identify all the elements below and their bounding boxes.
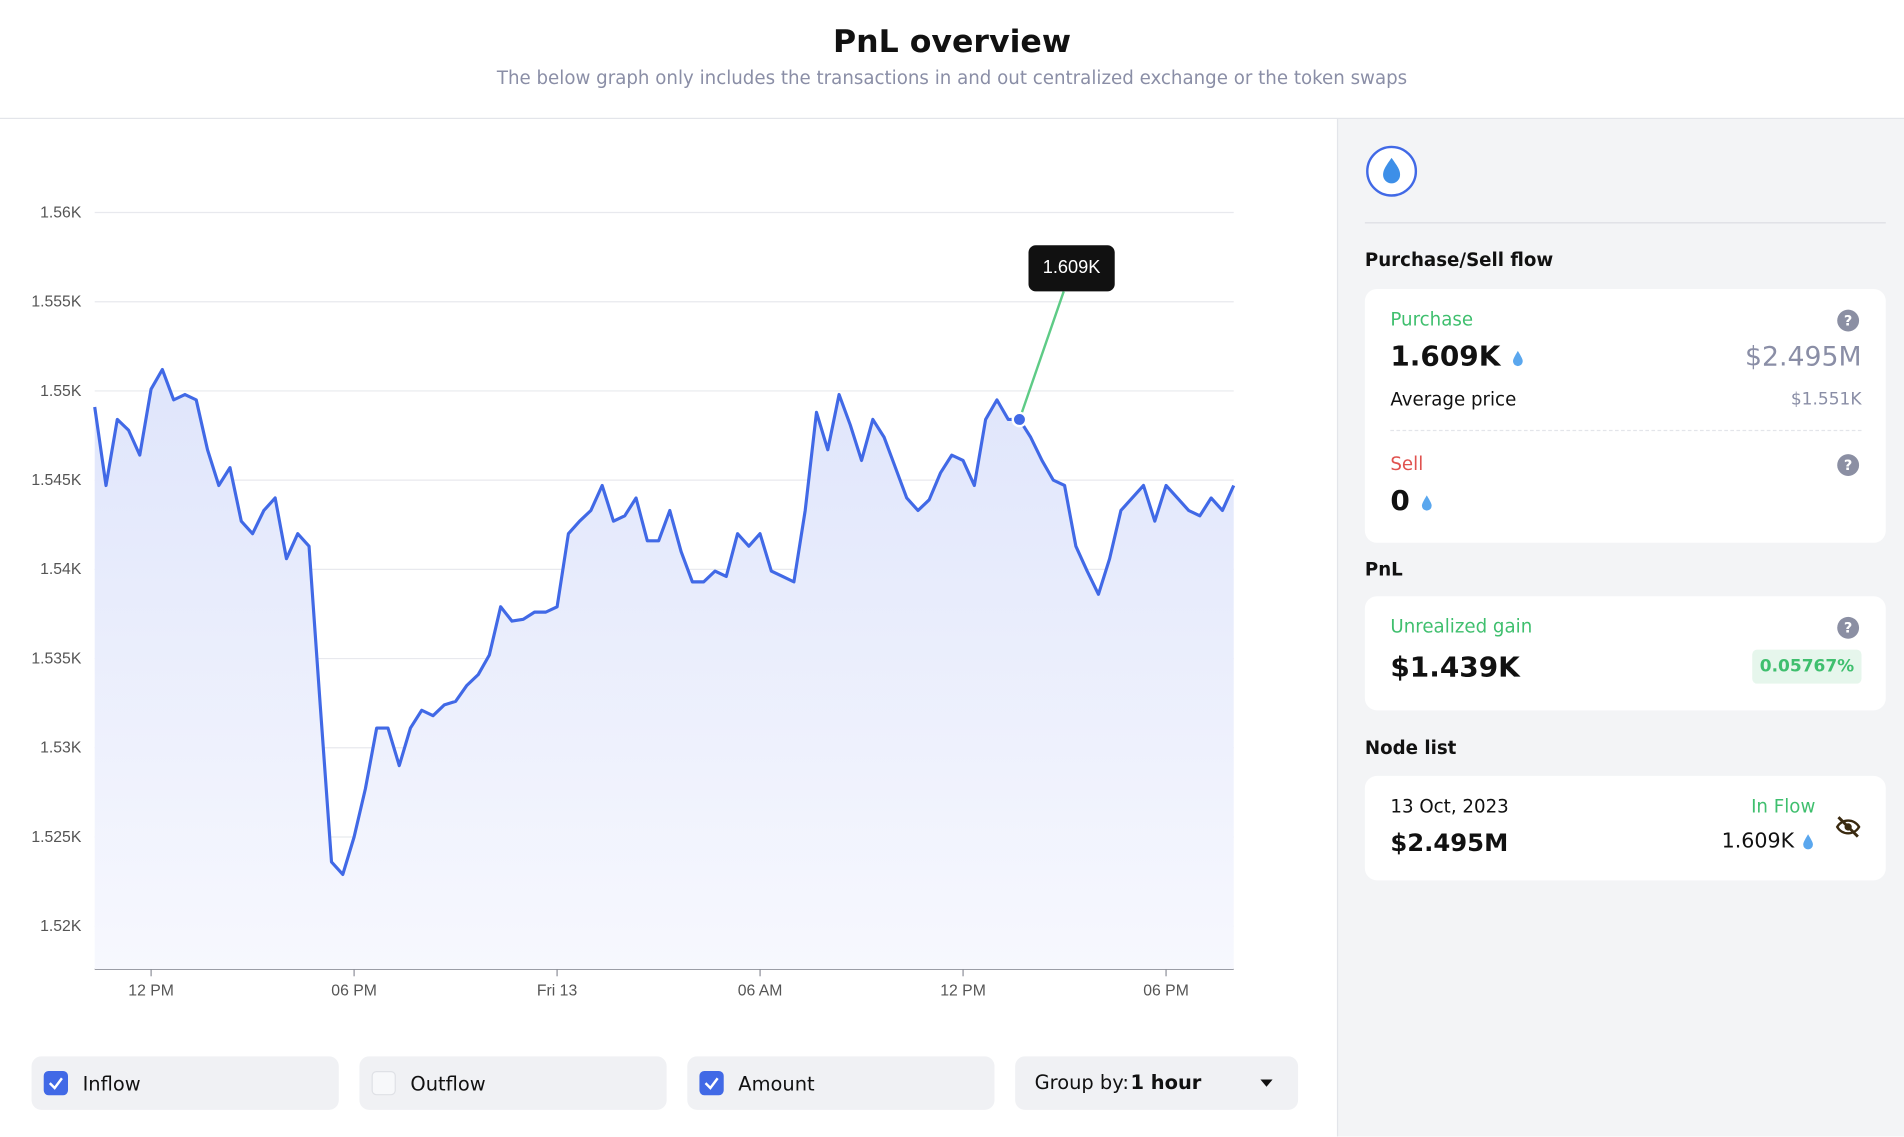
x-tick-label: 06 PM — [331, 983, 377, 1000]
filter-outflow[interactable]: Outflow — [359, 1056, 667, 1110]
area — [94, 369, 1234, 970]
sell-amount: 0 — [1390, 485, 1434, 518]
y-tick-label: 1.555K — [31, 294, 81, 311]
check-mark — [704, 1077, 719, 1090]
y-tick-label: 1.53K — [40, 740, 82, 757]
pnl-label: Unrealized gain — [1390, 615, 1533, 638]
average-price-value: $1.551K — [1790, 389, 1862, 410]
node-flow: In Flow — [1751, 795, 1816, 818]
token-drop — [1512, 350, 1523, 366]
y-tick-label: 1.525K — [31, 829, 81, 846]
checkbox[interactable] — [43, 1071, 69, 1096]
filter-label: Outflow — [410, 1072, 486, 1096]
pnl-amount: $1.439K — [1390, 652, 1520, 684]
amount-text: 1.609K — [1390, 341, 1501, 373]
filter-label: Inflow — [82, 1072, 141, 1096]
help-icon[interactable]: ? — [1837, 309, 1860, 332]
divider — [1364, 222, 1886, 224]
amount-text: 1.609K — [1721, 829, 1795, 854]
y-tick-label: 1.545K — [31, 472, 81, 489]
filter-amount[interactable]: Amount — [687, 1056, 995, 1110]
filter-label: Amount — [738, 1072, 815, 1096]
section-title: Node list — [1364, 737, 1457, 759]
purchase-usd: $2.495M — [1744, 342, 1862, 373]
y-tick-label: 1.54K — [40, 561, 82, 578]
section-title: Purchase/Sell flow — [1364, 248, 1554, 271]
x-tick-label: 12 PM — [940, 983, 986, 1000]
token-drop — [1421, 494, 1432, 511]
pnl-card: Unrealized gain ? $1.439K 0.05767% — [1364, 596, 1886, 711]
y-tick-label: 1.52K — [40, 918, 82, 935]
pnl-change: 0.05767% — [1752, 649, 1862, 684]
group-by-value: 1 hour — [1130, 1071, 1202, 1095]
amount-text: 0 — [1390, 485, 1410, 518]
node-date: 13 Oct, 2023 — [1390, 795, 1509, 818]
divider — [1390, 429, 1862, 432]
tooltip-connector — [1018, 291, 1065, 420]
y-tick-label: 1.535K — [31, 650, 81, 667]
page-subtitle: The below graph only includes the transa… — [496, 66, 1408, 89]
y-tick-label: 1.55K — [40, 383, 82, 400]
purchase-label: Purchase — [1390, 308, 1474, 331]
flow-card: Purchase ? 1.609K $2.495M Average price … — [1364, 289, 1886, 543]
sell-label: Sell — [1390, 452, 1424, 475]
node-amount: 1.609K — [1721, 829, 1816, 854]
average-price-label: Average price — [1390, 388, 1517, 411]
hover-point — [1011, 411, 1028, 428]
page-title: PnL overview — [833, 24, 1071, 61]
x-tick-label: 06 PM — [1143, 983, 1189, 1000]
group-by-label: Group by: — [1034, 1071, 1129, 1095]
tooltip-label: 1.609K — [1043, 257, 1101, 277]
filter-inflow[interactable]: Inflow — [31, 1056, 339, 1110]
help-icon[interactable]: ? — [1837, 454, 1860, 477]
chart: 1.52K 1.525K 1.53K 1.535K 1.54K 1.545K 1.55K 1.… — [31, 204, 1236, 1000]
purchase-amount: 1.609K — [1390, 341, 1524, 373]
sidebar: Purchase/Sell flow Purchase ? 1.609K $2.… — [1336, 119, 1904, 1137]
check-mark — [48, 1077, 63, 1090]
token-drop — [1803, 834, 1813, 850]
checkbox[interactable] — [699, 1071, 724, 1096]
x-tick-label: Fri 13 — [537, 983, 578, 1000]
tooltip-box — [1028, 245, 1115, 292]
node-usd: $2.495M — [1390, 828, 1509, 858]
x-tick-label: 06 AM — [738, 983, 783, 1000]
section-title: PnL — [1364, 558, 1403, 581]
x-tick-label: 12 PM — [128, 983, 174, 1000]
checkbox[interactable] — [371, 1071, 396, 1096]
line — [93, 367, 1236, 876]
help-icon[interactable]: ? — [1837, 616, 1860, 639]
dropdown-caret — [1260, 1079, 1273, 1087]
header: PnL overview The below graph only includ… — [0, 0, 1904, 120]
node-card: 13 Oct, 2023 In Flow $2.495M 1.609K — [1364, 775, 1886, 881]
hide-icon[interactable] — [1835, 815, 1862, 839]
group-by-select[interactable]: Group by: 1 hour — [1015, 1056, 1299, 1110]
y-tick-label: 1.56K — [40, 204, 82, 221]
token-icon — [1366, 145, 1418, 197]
